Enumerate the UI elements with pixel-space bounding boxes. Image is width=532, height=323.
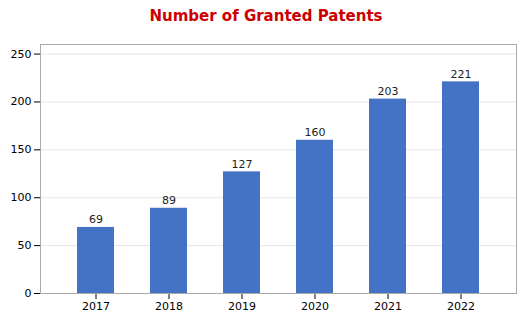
svg-text:50: 50 [18, 239, 32, 252]
svg-text:200: 200 [11, 95, 32, 108]
svg-text:89: 89 [162, 194, 176, 207]
svg-text:0: 0 [25, 287, 32, 300]
svg-text:69: 69 [89, 213, 103, 226]
svg-text:2018: 2018 [155, 300, 183, 313]
svg-text:2017: 2017 [82, 300, 110, 313]
svg-text:221: 221 [451, 68, 472, 81]
svg-text:150: 150 [11, 143, 32, 156]
svg-text:203: 203 [378, 85, 399, 98]
svg-text:2022: 2022 [447, 300, 475, 313]
svg-text:160: 160 [305, 126, 326, 139]
svg-text:2019: 2019 [228, 300, 256, 313]
svg-text:2020: 2020 [301, 300, 329, 313]
svg-text:250: 250 [11, 48, 32, 61]
html-text:Number of Granted Patents: Number of Granted Patents [149, 7, 383, 25]
svg-text:100: 100 [11, 191, 32, 204]
svg-text:2021: 2021 [374, 300, 402, 313]
svg-text:127: 127 [232, 158, 253, 171]
